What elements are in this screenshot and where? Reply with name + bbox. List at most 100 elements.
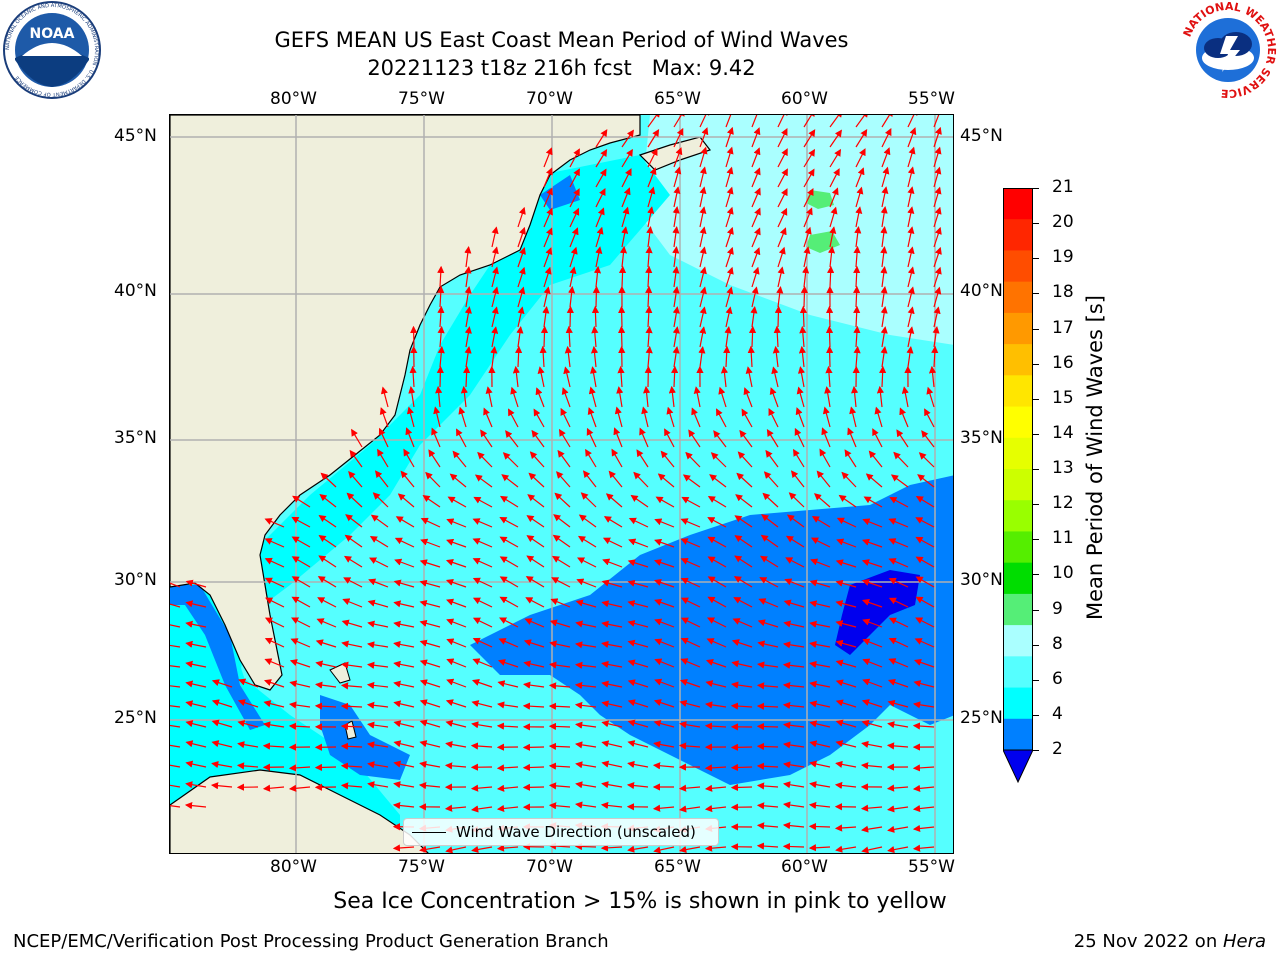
wind-wave-arrow: [601, 660, 623, 668]
wind-wave-arrow: [409, 365, 417, 388]
wind-wave-arrow: [915, 556, 935, 568]
wind-wave-arrow: [672, 246, 680, 268]
colorbar-tick-mark: [1033, 293, 1039, 295]
wind-wave-arrow: [769, 387, 779, 408]
wind-wave-arrow: [447, 496, 467, 508]
wind-wave-arrow: [710, 452, 727, 468]
colorbar-tick-label: 16: [1052, 352, 1074, 373]
wind-wave-arrow: [699, 246, 707, 268]
wind-wave-arrow: [578, 514, 597, 528]
footer-credit: NCEP/EMC/Verification Post Processing Pr…: [13, 931, 609, 952]
wind-wave-arrow: [671, 365, 679, 388]
wind-wave-arrow: [887, 825, 909, 833]
wind-wave-arrow: [419, 699, 441, 708]
wind-wave-arrow: [888, 558, 909, 568]
wind-wave-arrow: [367, 620, 389, 628]
wind-wave-arrow: [393, 740, 415, 748]
wind-wave-arrow: [264, 577, 285, 588]
wind-wave-arrow: [887, 805, 909, 813]
wind-wave-arrow: [731, 681, 753, 689]
wind-wave-arrow: [619, 245, 628, 268]
wind-wave-arrow: [464, 286, 472, 308]
wind-wave-arrow: [654, 618, 675, 628]
wind-wave-arrow: [574, 681, 597, 690]
wind-wave-arrow: [756, 802, 779, 810]
wind-wave-arrow: [784, 578, 805, 588]
wind-wave-arrow: [799, 325, 807, 348]
wind-wave-arrow: [888, 518, 909, 528]
wind-wave-arrow: [405, 427, 415, 448]
wind-wave-arrow: [419, 579, 441, 588]
wind-wave-arrow: [548, 802, 571, 810]
wind-wave-arrow: [915, 495, 935, 508]
wind-wave-arrow: [829, 168, 840, 188]
wind-wave-arrow: [673, 147, 683, 168]
wind-wave-arrow: [445, 699, 467, 708]
wind-wave-arrow: [868, 450, 883, 468]
wind-wave-arrow: [403, 448, 415, 468]
wind-wave-arrow: [861, 538, 883, 548]
wind-wave-arrow: [751, 227, 761, 248]
wind-wave-arrow: [704, 764, 727, 772]
wind-wave-arrow: [917, 474, 935, 488]
wind-wave-arrow: [315, 660, 337, 668]
wind-wave-arrow: [731, 639, 753, 648]
colorbar-tick-mark: [1033, 750, 1039, 751]
wind-wave-arrow: [320, 472, 337, 488]
wind-wave-arrow: [367, 599, 389, 608]
colorbar-graphic: [1002, 188, 1034, 784]
colorbar-segment: [1003, 656, 1033, 689]
wind-wave-arrow: [725, 126, 734, 148]
wind-wave-arrow: [808, 801, 831, 810]
wind-wave-arrow: [291, 536, 311, 548]
colorbar-tick-label: 2: [1052, 739, 1063, 759]
wind-wave-arrow: [472, 637, 493, 648]
wind-wave-arrow: [542, 306, 550, 328]
wind-wave-arrow: [554, 492, 571, 508]
wind-wave-arrow: [932, 326, 940, 348]
wind-wave-arrow: [835, 639, 857, 648]
wind-wave-arrow: [515, 345, 523, 368]
lon-label-top: 75°W: [398, 89, 445, 109]
wind-wave-arrow: [725, 266, 734, 288]
wind-wave-arrow: [522, 743, 545, 751]
wind-wave-arrow: [783, 641, 805, 649]
wind-wave-arrow: [680, 538, 701, 548]
lat-label-left: 25°N: [114, 708, 157, 728]
wind-wave-arrow: [524, 618, 545, 628]
wind-wave-arrow: [862, 618, 883, 628]
wind-wave-arrow: [680, 637, 701, 648]
wind-wave-arrow: [809, 640, 831, 649]
lon-label-bottom: 65°W: [654, 857, 701, 877]
wind-wave-arrow: [688, 429, 701, 448]
wind-wave-arrow: [499, 495, 519, 508]
wind-wave-arrow: [751, 115, 761, 128]
wind-wave-arrow: [836, 538, 857, 548]
wind-wave-arrow: [653, 846, 675, 853]
wind-wave-arrow: [654, 638, 675, 648]
wind-wave-arrow: [550, 598, 571, 608]
wind-wave-arrow: [341, 640, 363, 648]
wind-wave-arrow: [317, 576, 337, 588]
map-canvas: [170, 115, 953, 853]
wind-wave-arrow: [782, 701, 805, 710]
wind-wave-arrow: [914, 638, 935, 648]
wind-wave-arrow: [933, 115, 943, 128]
wind-wave-arrow: [525, 597, 545, 608]
wind-wave-arrow: [647, 128, 660, 148]
wind-wave-arrow: [636, 449, 649, 468]
wind-wave-arrow: [673, 115, 686, 128]
wind-wave-arrow: [782, 842, 805, 851]
wind-wave-arrows: [170, 115, 943, 853]
wind-wave-arrow: [264, 557, 285, 568]
wind-wave-arrow: [474, 474, 493, 488]
wind-wave-arrow: [803, 168, 815, 188]
wind-wave-arrow: [785, 535, 805, 548]
wind-wave-arrow: [756, 722, 779, 731]
wind-wave-arrow: [464, 246, 472, 268]
nws-logo: NATIONAL WEATHER SERVICE: [1178, 0, 1278, 100]
wind-wave-arrow: [490, 346, 498, 368]
wind-wave-arrow: [627, 845, 649, 853]
wind-wave-arrow: [543, 247, 553, 268]
footer-host: Hera: [1222, 931, 1266, 952]
